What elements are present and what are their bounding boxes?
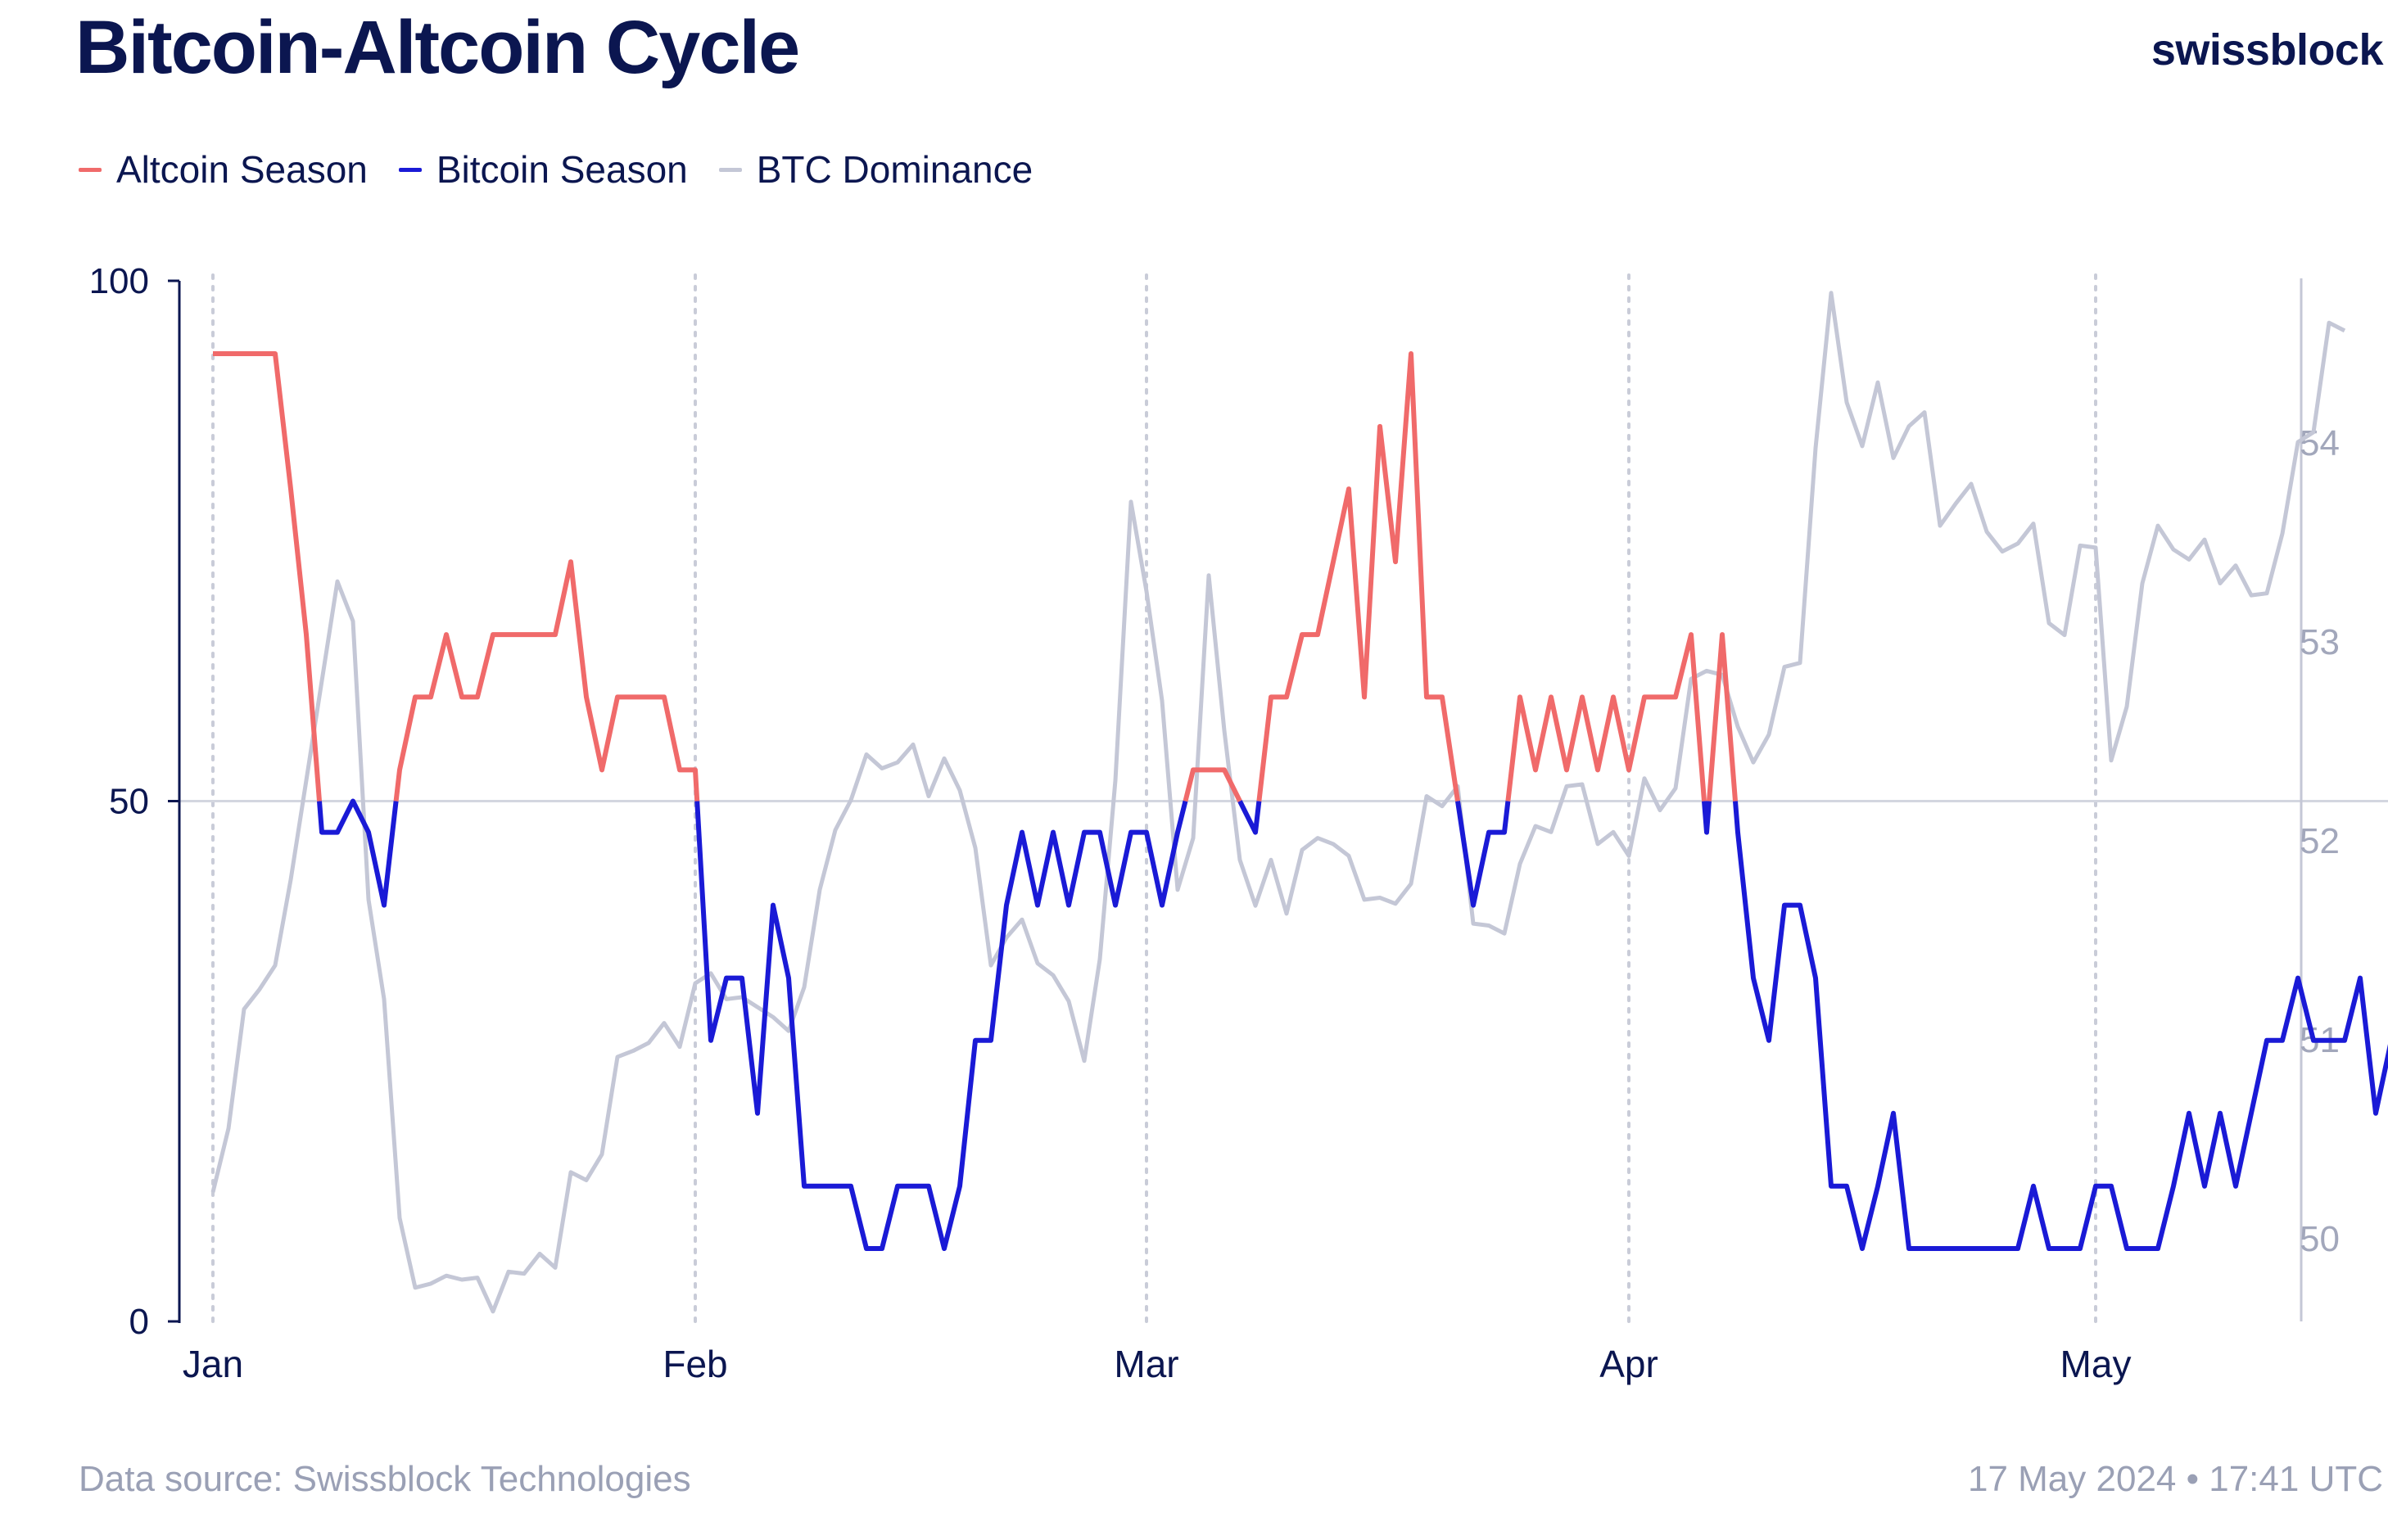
right-axis-tick-label: 52 xyxy=(2300,821,2340,861)
data-source: Data source: Swissblock Technologies xyxy=(79,1459,691,1499)
left-axis-tick-label: 50 xyxy=(109,782,149,822)
bitcoin-season-swatch xyxy=(398,167,422,172)
left-axis-tick-label: 0 xyxy=(129,1302,149,1342)
legend-label: Altcoin Season xyxy=(116,148,368,191)
btc-dominance-line xyxy=(210,291,2346,1314)
month-label: May xyxy=(2060,1343,2132,1385)
legend-label: BTC Dominance xyxy=(756,148,1033,191)
legend-item-altcoin-season[interactable]: Altcoin Season xyxy=(79,147,368,192)
legend: Altcoin Season Bitcoin Season BTC Domina… xyxy=(79,147,1064,192)
legend-label: Bitcoin Season xyxy=(436,148,688,191)
left-axis-tick-label: 100 xyxy=(89,261,149,301)
month-label: Jan xyxy=(183,1343,243,1385)
altcoin-season-line xyxy=(213,351,1738,802)
bitcoin-season-line xyxy=(317,798,2388,1251)
right-axis-tick-label: 53 xyxy=(2300,622,2340,662)
month-label: Feb xyxy=(663,1343,727,1385)
chart-title: Bitcoin-Altcoin Cycle xyxy=(75,6,800,89)
legend-item-btc-dominance[interactable]: BTC Dominance xyxy=(718,147,1033,192)
btc-dominance-swatch xyxy=(718,167,742,172)
right-axis-tick-label: 54 xyxy=(2300,423,2340,463)
month-label: Apr xyxy=(1599,1343,1658,1385)
right-axis-tick-label: 50 xyxy=(2300,1219,2340,1259)
legend-item-bitcoin-season[interactable]: Bitcoin Season xyxy=(398,147,688,192)
month-label: Mar xyxy=(1114,1343,1178,1385)
brand-logo: swissblock xyxy=(2151,25,2384,75)
timestamp: 17 May 2024 • 17:41 UTC xyxy=(1967,1459,2383,1499)
altcoin-season-swatch xyxy=(79,167,102,172)
